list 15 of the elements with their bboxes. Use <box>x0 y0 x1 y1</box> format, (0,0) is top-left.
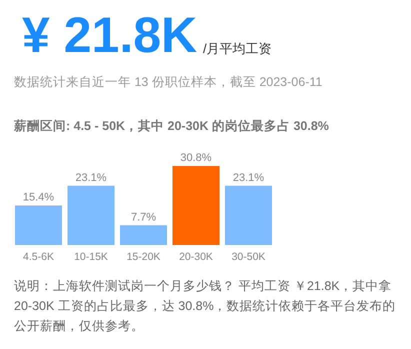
data-label: 23.1% <box>232 172 264 184</box>
data-label: 7.7% <box>130 211 156 224</box>
data-label: 23.1% <box>75 172 107 184</box>
data-label: 15.4% <box>22 192 54 204</box>
x-tick-label: 15-20K <box>126 251 160 263</box>
x-tick-label: 4.5-6K <box>23 251 54 263</box>
annotation: 数据统计来自近一年 13 份职位样本，截至 2023-06-11 <box>14 74 322 91</box>
x-tick-label: 10-15K <box>74 251 108 263</box>
subtitle: /月平均工资 <box>203 40 272 58</box>
x-tick-label: 20-30K <box>179 251 213 263</box>
data-label: 30.8% <box>180 152 212 164</box>
title: ¥ 21.8K <box>22 6 198 65</box>
annotation: 说明：上海软件测试岗一个月多少钱？ 平均工资 ￥21.8K，其中拿 20-30K 工资的占比最多，达 30.8%，数据统计依赖于各平台发布的公开薪酬，仅供参考。 <box>14 278 397 335</box>
x-tick-label: 30-50K <box>232 251 266 263</box>
annotation: 薪酬区间: 4.5 - 50K，其中 20-30K 的岗位最多占 30.8% <box>14 118 329 135</box>
